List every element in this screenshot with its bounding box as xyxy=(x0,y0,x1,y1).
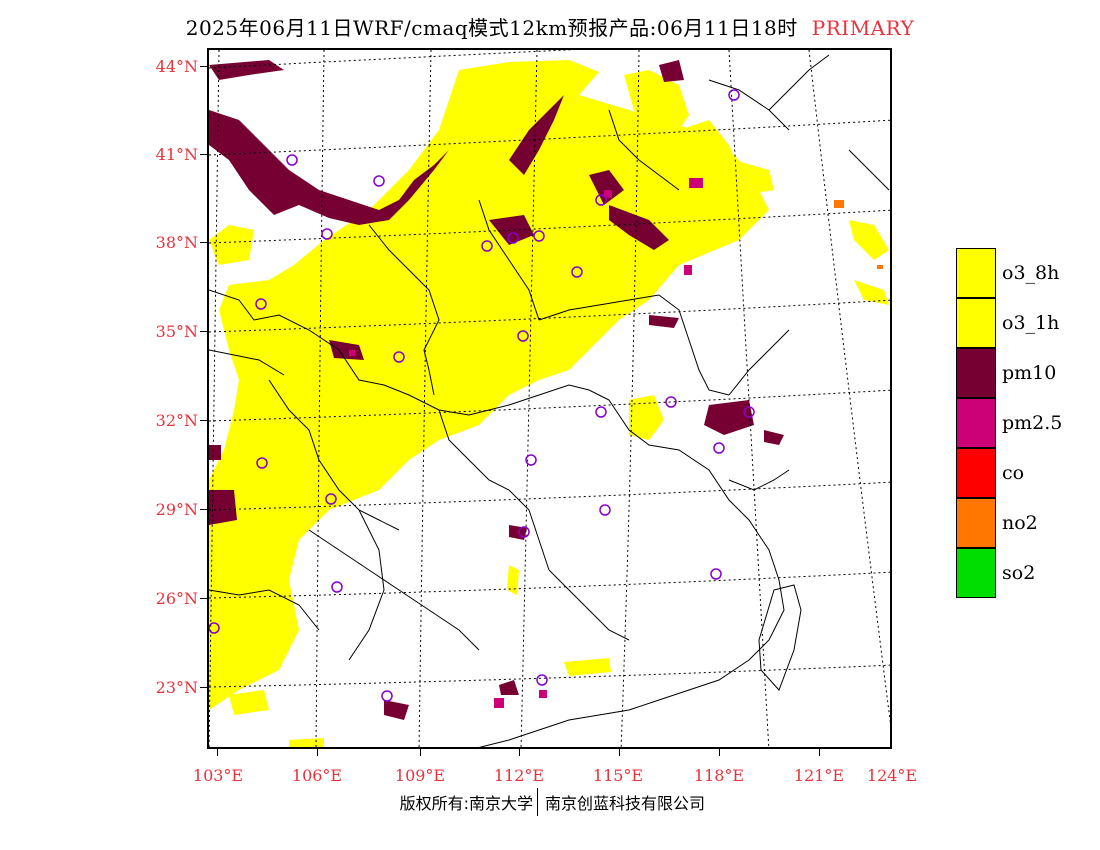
footer-company: 南京创蓝科技有限公司 xyxy=(545,794,706,813)
station-markers xyxy=(209,89,755,702)
boundary-lines xyxy=(209,54,890,747)
lat-tick xyxy=(200,331,207,332)
legend-swatch-o3-8h xyxy=(956,248,996,298)
legend-label-so2: so2 xyxy=(1002,562,1036,584)
lat-tick xyxy=(200,687,207,688)
pollution-map xyxy=(209,50,890,747)
legend-swatch-no2 xyxy=(956,498,996,548)
lat-tick xyxy=(200,66,207,67)
pm25-spots xyxy=(349,178,703,708)
pm10-clusters xyxy=(209,60,784,720)
lon-label-118e: 118°E xyxy=(693,766,745,785)
lon-tick xyxy=(317,749,318,756)
footer-divider xyxy=(537,788,538,816)
title-main: 2025年06月11日WRF/cmaq模式12km预报产品:06月11日18时 xyxy=(185,16,798,40)
lon-label-121e: 121°E xyxy=(793,766,845,785)
lon-tick xyxy=(420,749,421,756)
lat-tick xyxy=(200,242,207,243)
legend-label-no2: no2 xyxy=(1002,512,1038,534)
lat-label-26n: 26°N xyxy=(155,589,198,608)
lat-tick xyxy=(200,509,207,510)
legend-swatch-pm10 xyxy=(956,348,996,398)
graticule xyxy=(209,50,890,747)
lon-label-112e: 112°E xyxy=(493,766,545,785)
lon-tick xyxy=(819,749,820,756)
map-frame xyxy=(207,48,892,749)
legend-swatch-pm25 xyxy=(956,398,996,448)
lon-tick xyxy=(519,749,520,756)
lat-label-23n: 23°N xyxy=(155,678,198,697)
no2-spots xyxy=(834,200,883,269)
lon-tick xyxy=(719,749,720,756)
lat-tick xyxy=(200,154,207,155)
lat-label-44n: 44°N xyxy=(155,57,198,76)
o3-coverage xyxy=(209,60,889,747)
lon-tick xyxy=(619,749,620,756)
lat-tick xyxy=(200,598,207,599)
legend-label-o3-8h: o3_8h xyxy=(1002,262,1060,284)
lon-label-115e: 115°E xyxy=(592,766,644,785)
lat-label-41n: 41°N xyxy=(155,145,198,164)
lat-label-35n: 35°N xyxy=(155,322,198,341)
lon-label-106e: 106°E xyxy=(291,766,343,785)
taiwan-outline xyxy=(758,584,802,691)
footer-copyright: 版权所有:南京大学 xyxy=(399,794,533,813)
lon-label-124e: 124°E xyxy=(866,766,918,785)
lat-label-38n: 38°N xyxy=(155,233,198,252)
legend-label-pm25: pm2.5 xyxy=(1002,412,1063,434)
legend-swatch-co xyxy=(956,448,996,498)
legend-swatch-o3-1h xyxy=(956,298,996,348)
lat-label-32n: 32°N xyxy=(155,411,198,430)
lon-tick xyxy=(217,749,218,756)
legend-label-o3-1h: o3_1h xyxy=(1002,312,1060,334)
lat-tick xyxy=(200,420,207,421)
legend-label-pm10: pm10 xyxy=(1002,362,1057,384)
lat-label-29n: 29°N xyxy=(155,500,198,519)
lon-label-103e: 103°E xyxy=(192,766,244,785)
title-primary-tag: PRIMARY xyxy=(811,16,915,40)
legend-label-co: co xyxy=(1002,462,1025,484)
lon-label-109e: 109°E xyxy=(394,766,446,785)
legend-swatch-so2 xyxy=(956,548,996,598)
chart-title: 2025年06月11日WRF/cmaq模式12km预报产品:06月11日18时 P… xyxy=(0,12,1100,41)
